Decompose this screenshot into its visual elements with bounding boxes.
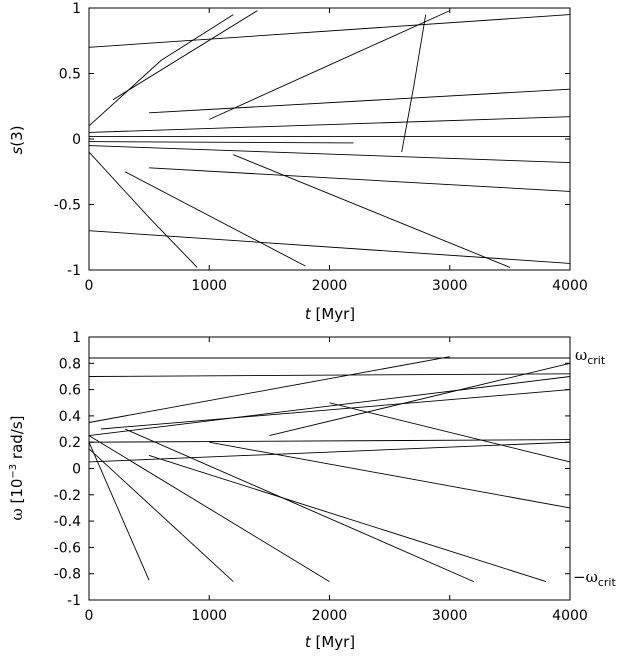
top-track-line-6 bbox=[112, 10, 258, 101]
top-track-line-7 bbox=[124, 171, 306, 267]
top-x-tick-label: 2000 bbox=[312, 278, 348, 294]
bottom-x-tick-label: 4000 bbox=[552, 608, 588, 624]
bottom-track-line-7 bbox=[88, 376, 571, 437]
top-x-tick-label: 3000 bbox=[432, 278, 468, 294]
bottom-y-axis-label: ω [10−3 rad/s] bbox=[8, 415, 26, 520]
top-track-line-9 bbox=[233, 154, 511, 268]
bottom-track-line-11 bbox=[88, 441, 571, 463]
bottom-track-line-1 bbox=[88, 439, 571, 443]
bottom-track-line-10 bbox=[209, 441, 571, 509]
bottom-y-tick-label: -0.8 bbox=[54, 567, 81, 583]
top-track-line-14 bbox=[149, 167, 571, 192]
bottom-chart-tracks bbox=[88, 356, 571, 583]
bottom-y-tick-label: -1 bbox=[67, 593, 81, 609]
bottom-track-line-9 bbox=[148, 454, 547, 583]
top-track-line-10 bbox=[401, 14, 427, 153]
bottom-x-tick-label: 1000 bbox=[191, 608, 227, 624]
top-chart-ticks: 0 1000 2000 3000 4000 -1 -0.5 0 0.5 1 bbox=[54, 1, 588, 294]
bottom-track-line-6 bbox=[88, 356, 450, 423]
top-track-line-2 bbox=[88, 116, 571, 133]
top-y-tick-label: -0.5 bbox=[54, 198, 81, 214]
bottom-y-tick-label: 0.6 bbox=[59, 383, 81, 399]
top-y-tick-label: 1 bbox=[72, 1, 81, 17]
bottom-y-tick-label: -0.6 bbox=[54, 540, 81, 556]
bottom-track-line-14 bbox=[88, 373, 571, 377]
bottom-y-tick-label: -0.2 bbox=[54, 488, 81, 504]
bottom-y-tick-label: 0.8 bbox=[59, 356, 81, 372]
top-y-tick-label: -1 bbox=[67, 263, 81, 279]
top-y-tick-label: 0 bbox=[72, 132, 81, 148]
bottom-y-tick-label: 0.2 bbox=[59, 435, 81, 451]
bottom-chart: 0 1000 2000 3000 4000 -1 -0.8 -0.6 -0.4 -0.2 0 0.2 0… bbox=[8, 330, 616, 651]
bottom-track-line-5 bbox=[124, 428, 474, 583]
bottom-y-tick-label: 0.4 bbox=[59, 409, 81, 425]
bottom-y-tick-label: 1 bbox=[72, 330, 81, 346]
bottom-chart-ticks: 0 1000 2000 3000 4000 -1 -0.8 -0.6 -0.4 -0.2 0 0.2 0… bbox=[54, 330, 588, 624]
top-x-tick-label: 0 bbox=[85, 278, 94, 294]
top-y-axis-label: s(3) bbox=[8, 125, 26, 154]
top-chart: 0 1000 2000 3000 4000 -1 -0.5 0 0.5 1 s(3) t [Myr… bbox=[8, 1, 588, 323]
bottom-x-tick-label: 0 bbox=[85, 608, 94, 624]
top-track-line-5 bbox=[88, 151, 198, 268]
bottom-track-line-12 bbox=[269, 362, 571, 437]
omega-crit-annotation: ωcrit bbox=[575, 346, 606, 367]
top-x-tick-label: 4000 bbox=[552, 278, 588, 294]
bottom-x-tick-label: 2000 bbox=[312, 608, 348, 624]
bottom-y-tick-label: 0 bbox=[72, 462, 81, 478]
top-track-line-12 bbox=[88, 230, 571, 264]
bottom-track-line-2 bbox=[88, 442, 150, 581]
neg-omega-crit-annotation: −ωcrit bbox=[573, 568, 616, 589]
top-track-line-8 bbox=[209, 10, 450, 120]
top-track-line-4 bbox=[88, 14, 234, 127]
bottom-track-line-8 bbox=[100, 389, 571, 430]
top-track-line-1 bbox=[88, 141, 354, 144]
top-track-line-11 bbox=[88, 14, 571, 48]
top-x-axis-label: t [Myr] bbox=[305, 305, 355, 323]
top-chart-tracks bbox=[88, 10, 571, 268]
bottom-track-line-3 bbox=[88, 448, 234, 582]
top-track-line-13 bbox=[149, 88, 571, 114]
bottom-x-axis-label: t [Myr] bbox=[305, 633, 355, 651]
bottom-track-line-13 bbox=[329, 402, 571, 463]
top-x-tick-label: 1000 bbox=[191, 278, 227, 294]
top-y-tick-label: 0.5 bbox=[59, 67, 81, 83]
bottom-y-tick-label: -0.4 bbox=[54, 514, 81, 530]
top-track-line-3 bbox=[88, 145, 571, 164]
bottom-x-tick-label: 3000 bbox=[432, 608, 468, 624]
